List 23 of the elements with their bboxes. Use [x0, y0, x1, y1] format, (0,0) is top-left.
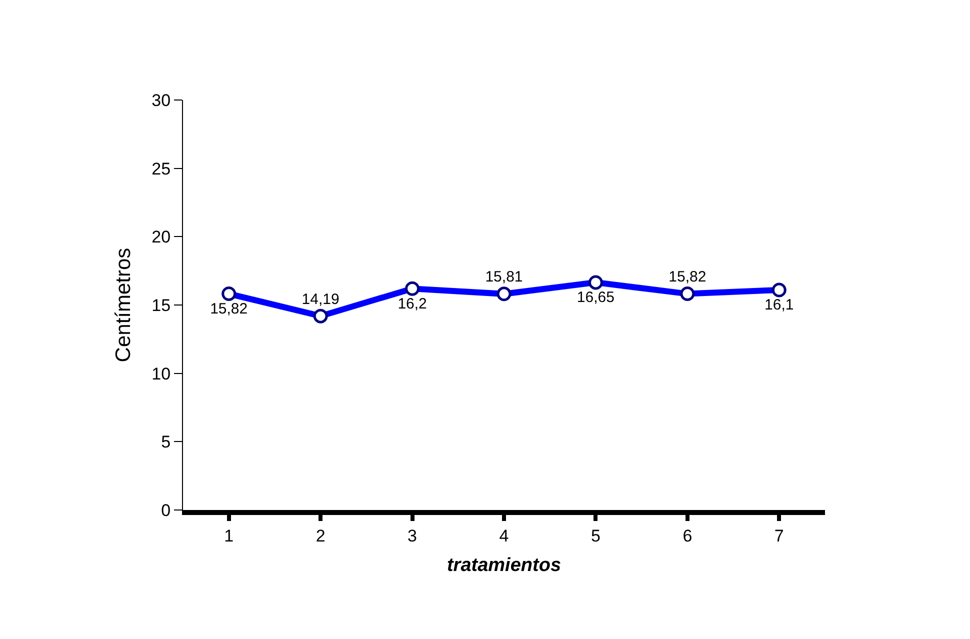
- y-tick-label: 20: [152, 228, 171, 247]
- data-label: 16,65: [576, 289, 614, 306]
- x-tick-label: 3: [408, 526, 418, 546]
- y-tick-label: 25: [152, 159, 171, 178]
- x-tick-label: 6: [682, 526, 692, 546]
- y-axis-title: Centímetros: [112, 248, 135, 362]
- x-tick-label: 4: [499, 526, 509, 546]
- x-tick-label: 7: [774, 526, 784, 546]
- data-label: 16,2: [398, 295, 427, 312]
- x-tick-label: 1: [224, 526, 234, 546]
- data-label: 14,19: [302, 290, 340, 308]
- x-tick-label: 5: [590, 526, 600, 546]
- x-axis-title: tratamientos: [446, 555, 562, 576]
- data-label: 15,82: [668, 268, 706, 286]
- data-label: 16,1: [764, 296, 794, 314]
- data-label: 15,82: [210, 300, 248, 318]
- y-tick-label: 30: [152, 90, 171, 110]
- x-tick-label: 2: [316, 526, 326, 546]
- data-label: 15,81: [485, 268, 523, 286]
- y-tick-label: 15: [152, 296, 171, 315]
- y-tick-label: 10: [152, 364, 171, 384]
- y-tick-label: 0: [161, 500, 171, 520]
- y-tick-label: 5: [161, 432, 171, 452]
